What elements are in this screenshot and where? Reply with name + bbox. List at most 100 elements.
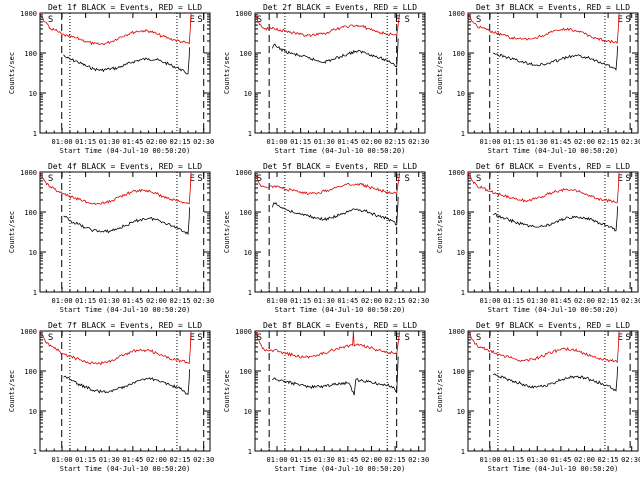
y-tick-label: 10 xyxy=(244,408,252,416)
y-tick-label: 10 xyxy=(457,408,465,416)
panel-title: Det 8f BLACK = Events, RED = LLD xyxy=(263,321,417,330)
y-axis-label: Counts/sec xyxy=(436,370,444,412)
y-tick-label: 1 xyxy=(248,289,252,297)
x-tick-label: 01:00 xyxy=(479,297,500,305)
events-series-line xyxy=(63,47,190,75)
plot-frame xyxy=(467,12,639,134)
x-tick-label: 01:30 xyxy=(99,456,120,464)
x-tick-label: 01:00 xyxy=(51,297,72,305)
y-tick-label: 100 xyxy=(239,209,252,217)
end-marker-label: E xyxy=(395,174,400,184)
x-tick-label: 01:00 xyxy=(479,138,500,146)
y-tick-label: 100 xyxy=(24,50,37,58)
y-tick-label: 1 xyxy=(461,130,465,138)
y-tick-label: 1 xyxy=(461,448,465,456)
start-marker-label: S xyxy=(257,15,262,25)
end-marker-label: E xyxy=(190,333,195,343)
end-marker-label: E xyxy=(190,15,195,25)
y-tick-label: 10 xyxy=(457,90,465,98)
x-tick-label: 01:00 xyxy=(479,456,500,464)
x-tick-label: 01:15 xyxy=(503,297,524,305)
x-tick-label: 01:45 xyxy=(122,138,143,146)
y-tick-label: 1 xyxy=(33,289,37,297)
x-tick-label: 01:45 xyxy=(122,456,143,464)
y-tick-label: 100 xyxy=(452,368,465,376)
panel-7: Det 7f BLACK = Events, RED = LLD 1 10 100 10… xyxy=(8,321,214,473)
panel-3: Det 3f BLACK = Events, RED = LLD 1 10 100 10… xyxy=(436,3,640,155)
y-axis-label: Counts/sec xyxy=(8,211,16,253)
x-tick-label: 01:30 xyxy=(314,297,335,305)
start-marker-label: S xyxy=(625,15,630,25)
x-axis-label: Start Time (04-Jul-10 00:50:20) xyxy=(60,465,191,473)
x-tick-label: 02:15 xyxy=(170,456,191,464)
x-tick-label: 01:30 xyxy=(99,297,120,305)
events-series-line xyxy=(492,366,618,392)
events-series-line xyxy=(492,206,618,232)
panel-title: Det 5f BLACK = Events, RED = LLD xyxy=(263,162,417,171)
y-tick-label: 100 xyxy=(239,368,252,376)
x-tick-label: 01:30 xyxy=(527,297,548,305)
y-axis-label: Counts/sec xyxy=(436,211,444,253)
start-marker-label: S xyxy=(625,333,630,343)
x-tick-label: 02:30 xyxy=(621,297,640,305)
y-tick-label: 1 xyxy=(248,448,252,456)
y-tick-label: 1000 xyxy=(20,10,37,18)
y-axis-label: Counts/sec xyxy=(436,52,444,94)
panel-title: Det 7f BLACK = Events, RED = LLD xyxy=(48,321,202,330)
x-tick-label: 02:15 xyxy=(598,456,619,464)
events-series-line xyxy=(271,38,399,68)
x-tick-label: 02:00 xyxy=(574,456,595,464)
y-tick-label: 10 xyxy=(244,249,252,257)
y-tick-label: 1 xyxy=(461,289,465,297)
x-tick-label: 02:00 xyxy=(146,297,167,305)
lld-series-line xyxy=(40,172,192,206)
x-tick-label: 02:15 xyxy=(385,138,406,146)
x-tick-label: 01:30 xyxy=(314,138,335,146)
y-tick-label: 10 xyxy=(457,249,465,257)
y-axis-label: Counts/sec xyxy=(8,52,16,94)
end-marker-label: E xyxy=(190,174,195,184)
x-tick-label: 01:45 xyxy=(337,138,358,146)
x-tick-label: 02:30 xyxy=(193,456,214,464)
x-tick-label: 01:45 xyxy=(337,297,358,305)
x-tick-label: 02:00 xyxy=(361,297,382,305)
events-series-line xyxy=(272,356,399,396)
panel-1: Det 1f BLACK = Events, RED = LLD 1 10 100 10… xyxy=(8,3,214,155)
y-axis-label: Counts/sec xyxy=(8,370,16,412)
y-tick-label: 100 xyxy=(452,50,465,58)
x-tick-label: 01:00 xyxy=(266,297,287,305)
start-marker-label: S xyxy=(476,333,481,343)
x-axis-label: Start Time (04-Jul-10 00:50:20) xyxy=(488,306,619,314)
x-tick-label: 01:30 xyxy=(314,456,335,464)
x-tick-label: 01:15 xyxy=(290,297,311,305)
y-axis-label: Counts/sec xyxy=(223,370,231,412)
panel-4: Det 4f BLACK = Events, RED = LLD 1 10 100 10… xyxy=(8,162,214,314)
x-tick-label: 02:15 xyxy=(598,138,619,146)
y-tick-label: 1000 xyxy=(448,10,465,18)
start-marker-label: S xyxy=(476,174,481,184)
x-tick-label: 01:45 xyxy=(337,456,358,464)
start-marker-label: S xyxy=(476,15,481,25)
x-tick-label: 01:30 xyxy=(527,138,548,146)
y-tick-label: 1 xyxy=(248,130,252,138)
start-marker-label: S xyxy=(257,333,262,343)
start-marker-label: S xyxy=(197,174,202,184)
panel-title: Det 1f BLACK = Events, RED = LLD xyxy=(48,3,202,12)
x-tick-label: 01:15 xyxy=(290,138,311,146)
x-axis-label: Start Time (04-Jul-10 00:50:20) xyxy=(275,306,406,314)
start-marker-label: S xyxy=(405,333,410,343)
y-tick-label: 100 xyxy=(452,209,465,217)
y-tick-label: 10 xyxy=(244,90,252,98)
y-axis-label: Counts/sec xyxy=(223,52,231,94)
panel-title: Det 3f BLACK = Events, RED = LLD xyxy=(476,3,630,12)
plot-frame xyxy=(467,171,639,293)
x-tick-label: 01:00 xyxy=(51,456,72,464)
plot-frame xyxy=(39,12,211,134)
end-marker-label: E xyxy=(618,174,623,184)
start-marker-label: S xyxy=(257,174,262,184)
x-tick-label: 02:15 xyxy=(598,297,619,305)
events-series-line xyxy=(493,45,618,71)
y-tick-label: 1 xyxy=(33,130,37,138)
start-marker-label: S xyxy=(48,174,53,184)
y-tick-label: 10 xyxy=(29,90,37,98)
